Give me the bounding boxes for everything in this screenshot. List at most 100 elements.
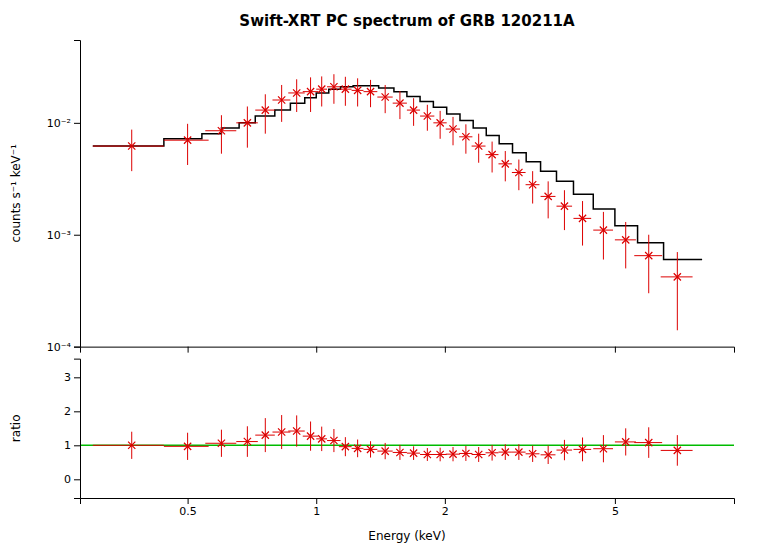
y-error-bar (357, 78, 358, 106)
y-tick-mark (74, 411, 80, 412)
data-point (600, 226, 607, 233)
y-error-bar (582, 201, 583, 246)
data-point (449, 451, 456, 458)
y-tick-mark (74, 377, 80, 378)
x-tick-label: 5 (612, 505, 619, 518)
y-error-bar (187, 124, 188, 165)
x-tick-mark (445, 347, 446, 353)
data-point (354, 445, 361, 452)
x-tick-label: 1 (313, 505, 320, 518)
data-point (330, 83, 337, 90)
x-tick-mark (445, 498, 446, 504)
y-error-bar (492, 142, 493, 173)
y-error-bar (321, 76, 322, 106)
y-axis-line (74, 359, 81, 498)
x-axis: 0.5 1 2 5 (81, 498, 735, 518)
chart: 10⁻⁴ 10⁻³ 10⁻² Swift-XRT PC spectrum of GRB… (0, 0, 758, 556)
y-tick-label: 10⁻² (47, 117, 71, 130)
y-error-bar (310, 77, 311, 112)
x-error-bar (164, 140, 209, 141)
data-point (529, 181, 536, 188)
x-tick: 5 (612, 498, 619, 518)
y-tick-mark (74, 123, 80, 124)
y-error-bar (478, 134, 479, 163)
data-point (488, 449, 495, 456)
x-tick: 0.5 (179, 498, 197, 518)
x-tick (188, 347, 189, 353)
data-point (128, 442, 135, 449)
y-error-bar (413, 98, 414, 126)
data-point (515, 169, 522, 176)
y-error-bar (505, 151, 506, 181)
x-tick-mark (316, 498, 317, 504)
data-point (278, 428, 285, 435)
data-point (318, 86, 325, 93)
y-error-bar (221, 115, 222, 153)
y-tick-label: 0 (64, 473, 71, 486)
x-tick-label: 0.5 (179, 505, 197, 518)
y-tick: 10⁻² (47, 117, 80, 130)
data-point (244, 438, 251, 445)
y-axis-line (74, 41, 81, 348)
y-tick: 10⁻³ (47, 229, 80, 242)
data-point (622, 236, 629, 243)
x-tick-mark (615, 347, 616, 353)
x-tick (445, 347, 446, 353)
title: Swift-XRT PC spectrum of GRB 120211A (239, 12, 575, 30)
y-error-bar (370, 80, 371, 107)
y-error-bar (385, 85, 386, 113)
y-error-bar (399, 91, 400, 119)
y-tick-mark (74, 445, 80, 446)
data-point (307, 433, 314, 440)
y-error-bar (281, 85, 282, 122)
series (80, 445, 734, 446)
panel: 10⁻⁴ 10⁻³ 10⁻² (47, 41, 735, 354)
data-point (475, 451, 482, 458)
data-point (262, 106, 269, 113)
data-point (278, 96, 285, 103)
y-tick: 3 (64, 371, 80, 384)
x-tick: 1 (313, 498, 320, 518)
x-tick (615, 347, 616, 353)
data-point (307, 88, 314, 95)
data-point (579, 446, 586, 453)
data-point (424, 112, 431, 119)
data-point (437, 119, 444, 126)
y-tick: 1 (64, 439, 80, 452)
data-point (545, 451, 552, 458)
x-tick: 2 (442, 498, 449, 518)
data-point (184, 137, 191, 144)
y-error-bar (465, 124, 466, 153)
data-point (354, 87, 361, 94)
y-axis: 0 1 2 3 (64, 359, 81, 498)
y-error-bar (131, 130, 132, 172)
series (93, 415, 693, 466)
data-point (449, 125, 456, 132)
data-point (462, 450, 469, 457)
data-point (218, 127, 225, 134)
model-step (93, 86, 702, 260)
series (93, 74, 693, 330)
y-error-bar (247, 106, 248, 147)
data-point (502, 160, 509, 167)
y-tick: 2 (64, 405, 80, 418)
data-point (622, 438, 629, 445)
plot-area (80, 415, 734, 466)
data-point (410, 106, 417, 113)
data-point (410, 450, 417, 457)
y-tick-label: 10⁻³ (47, 229, 71, 242)
x-tick-label: 2 (442, 505, 449, 518)
x-error-bar (164, 446, 209, 447)
y-error-bar (296, 79, 297, 112)
x-axis (81, 347, 735, 353)
data-point (382, 93, 389, 100)
y-tick-label: 10⁻⁴ (47, 341, 72, 354)
y-error-bar (648, 235, 649, 294)
y-tick-mark (74, 479, 80, 480)
y-tick: 0 (64, 473, 80, 486)
plot-area (93, 74, 702, 330)
y-error-bar (677, 252, 678, 330)
data-point (382, 447, 389, 454)
data-point (545, 193, 552, 200)
x-tick-mark (615, 498, 616, 504)
